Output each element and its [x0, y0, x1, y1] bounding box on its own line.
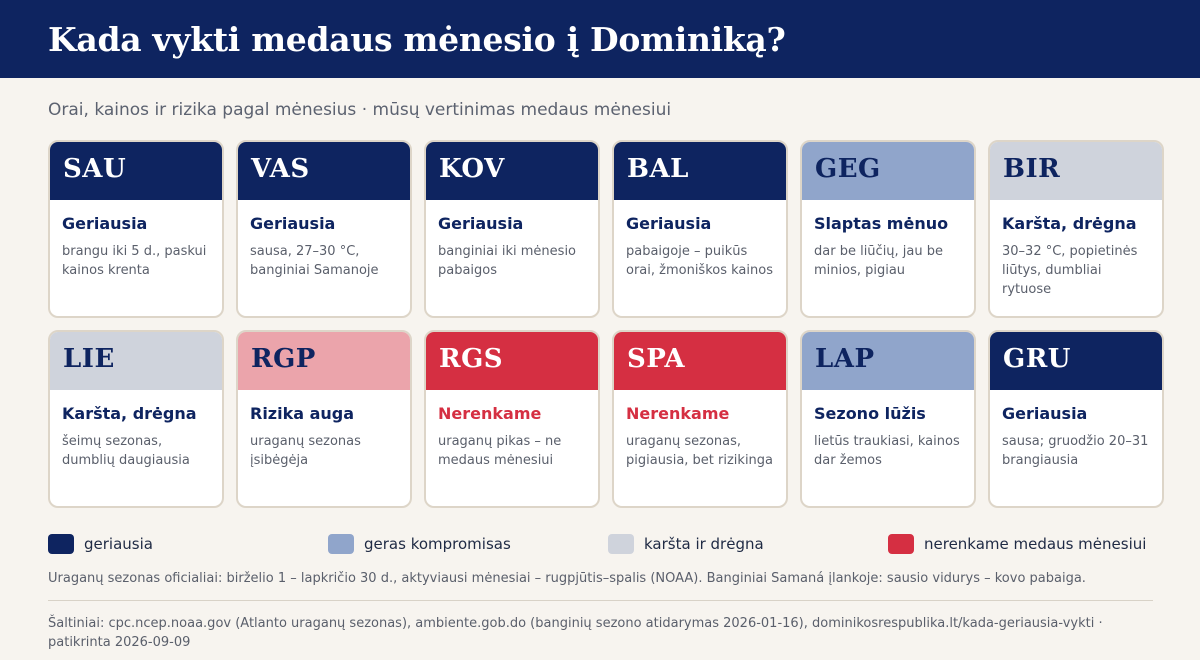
month-abbr: SAU [63, 154, 127, 184]
month-card-header: LAP [802, 332, 974, 390]
legend-item-compromise: geras kompromisas [328, 534, 511, 554]
month-description: banginiai iki mėnesio pabaigos [438, 244, 577, 278]
month-card: GEG Slaptas mėnuo dar be liūčių, jau be m… [800, 140, 976, 318]
month-card: RGP Rizika auga uraganų sezonas įsibėgėja [236, 330, 412, 508]
month-card-header: GEG [802, 142, 974, 200]
legend-label: nerenkame medaus mėnesiui [924, 535, 1147, 553]
legend-item-best: geriausia [48, 534, 153, 554]
month-abbr: RGS [439, 344, 504, 374]
month-card-header: LIE [50, 332, 222, 390]
month-abbr: BAL [627, 154, 689, 184]
month-card-header: RGS [426, 332, 598, 390]
month-card: BIR Karšta, drėgna 30–32 °C, popietinės l… [988, 140, 1164, 318]
month-card-header: BAL [614, 142, 786, 200]
month-verdict: Karšta, drėgna [62, 404, 197, 423]
month-abbr: GEG [815, 154, 881, 184]
month-description: sausa; gruodžio 20–31 brangiausia [1002, 434, 1149, 468]
month-abbr: LIE [63, 344, 115, 374]
month-card: VAS Geriausia sausa, 27–30 °C, banginiai … [236, 140, 412, 318]
page-title: Kada vykti medaus mėnesio į Dominiką? [48, 20, 786, 59]
month-card-header: SAU [50, 142, 222, 200]
month-description: 30–32 °C, popietinės liūtys, dumbliai ry… [1002, 244, 1138, 297]
month-abbr: RGP [251, 344, 316, 374]
month-verdict: Geriausia [1002, 404, 1088, 423]
month-card: LIE Karšta, drėgna šeimų sezonas, dumblių… [48, 330, 224, 508]
month-abbr: KOV [439, 154, 505, 184]
month-description: dar be liūčių, jau be minios, pigiau [814, 244, 944, 278]
month-abbr: BIR [1003, 154, 1061, 184]
month-card-header: GRU [990, 332, 1162, 390]
month-verdict: Nerenkame [626, 404, 730, 423]
month-description: uraganų pikas – ne medaus mėnesiui [438, 434, 562, 468]
month-description: lietūs traukiasi, kainos dar žemos [814, 434, 960, 468]
divider [48, 600, 1153, 601]
month-card-header: VAS [238, 142, 410, 200]
month-description: pabaigoje – puikūs orai, žmoniškos kaino… [626, 244, 773, 278]
legend-swatch [608, 534, 634, 554]
hurricane-note: Uraganų sezonas oficialiai: birželio 1 –… [48, 571, 1086, 586]
month-card-header: KOV [426, 142, 598, 200]
month-card: KOV Geriausia banginiai iki mėnesio pabai… [424, 140, 600, 318]
header-bar: Kada vykti medaus mėnesio į Dominiką? [0, 0, 1200, 78]
month-verdict: Karšta, drėgna [1002, 214, 1137, 233]
legend-item-no: nerenkame medaus mėnesiui [888, 534, 1146, 554]
month-verdict: Sezono lūžis [814, 404, 926, 423]
legend: geriausia geras kompromisas karšta ir dr… [48, 534, 1158, 556]
legend-label: geras kompromisas [364, 535, 511, 553]
month-abbr: SPA [627, 344, 686, 374]
month-description: sausa, 27–30 °C, banginiai Samanoje [250, 244, 379, 278]
legend-label: karšta ir drėgna [644, 535, 764, 553]
month-description: uraganų sezonas, pigiausia, bet riziking… [626, 434, 774, 468]
legend-label: geriausia [84, 535, 153, 553]
month-grid: SAU Geriausia brangu iki 5 d., paskui kai… [48, 140, 1164, 508]
month-verdict: Geriausia [626, 214, 712, 233]
legend-swatch [888, 534, 914, 554]
month-verdict: Geriausia [62, 214, 148, 233]
month-abbr: GRU [1003, 344, 1071, 374]
month-card: LAP Sezono lūžis lietūs traukiasi, kainos… [800, 330, 976, 508]
month-card: GRU Geriausia sausa; gruodžio 20–31 brang… [988, 330, 1164, 508]
month-abbr: VAS [251, 154, 310, 184]
month-card: SPA Nerenkame uraganų sezonas, pigiausia,… [612, 330, 788, 508]
month-verdict: Geriausia [250, 214, 336, 233]
month-verdict: Nerenkame [438, 404, 542, 423]
page-subtitle: Orai, kainos ir rizika pagal mėnesius · … [48, 100, 672, 120]
month-verdict: Rizika auga [250, 404, 355, 423]
month-description: šeimų sezonas, dumblių daugiausia [62, 434, 190, 468]
month-description: uraganų sezonas įsibėgėja [250, 434, 361, 468]
month-verdict: Slaptas mėnuo [814, 214, 949, 233]
month-verdict: Geriausia [438, 214, 524, 233]
month-card: BAL Geriausia pabaigoje – puikūs orai, žm… [612, 140, 788, 318]
legend-swatch [48, 534, 74, 554]
month-description: brangu iki 5 d., paskui kainos krenta [62, 244, 207, 278]
month-abbr: LAP [815, 344, 875, 374]
month-card: RGS Nerenkame uraganų pikas – ne medaus m… [424, 330, 600, 508]
sources: Šaltiniai: cpc.ncep.noaa.gov (Atlanto ur… [48, 616, 1103, 650]
month-card-header: BIR [990, 142, 1162, 200]
legend-item-hot-humid: karšta ir drėgna [608, 534, 764, 554]
month-card-header: RGP [238, 332, 410, 390]
month-card-header: SPA [614, 332, 786, 390]
month-card: SAU Geriausia brangu iki 5 d., paskui kai… [48, 140, 224, 318]
legend-swatch [328, 534, 354, 554]
